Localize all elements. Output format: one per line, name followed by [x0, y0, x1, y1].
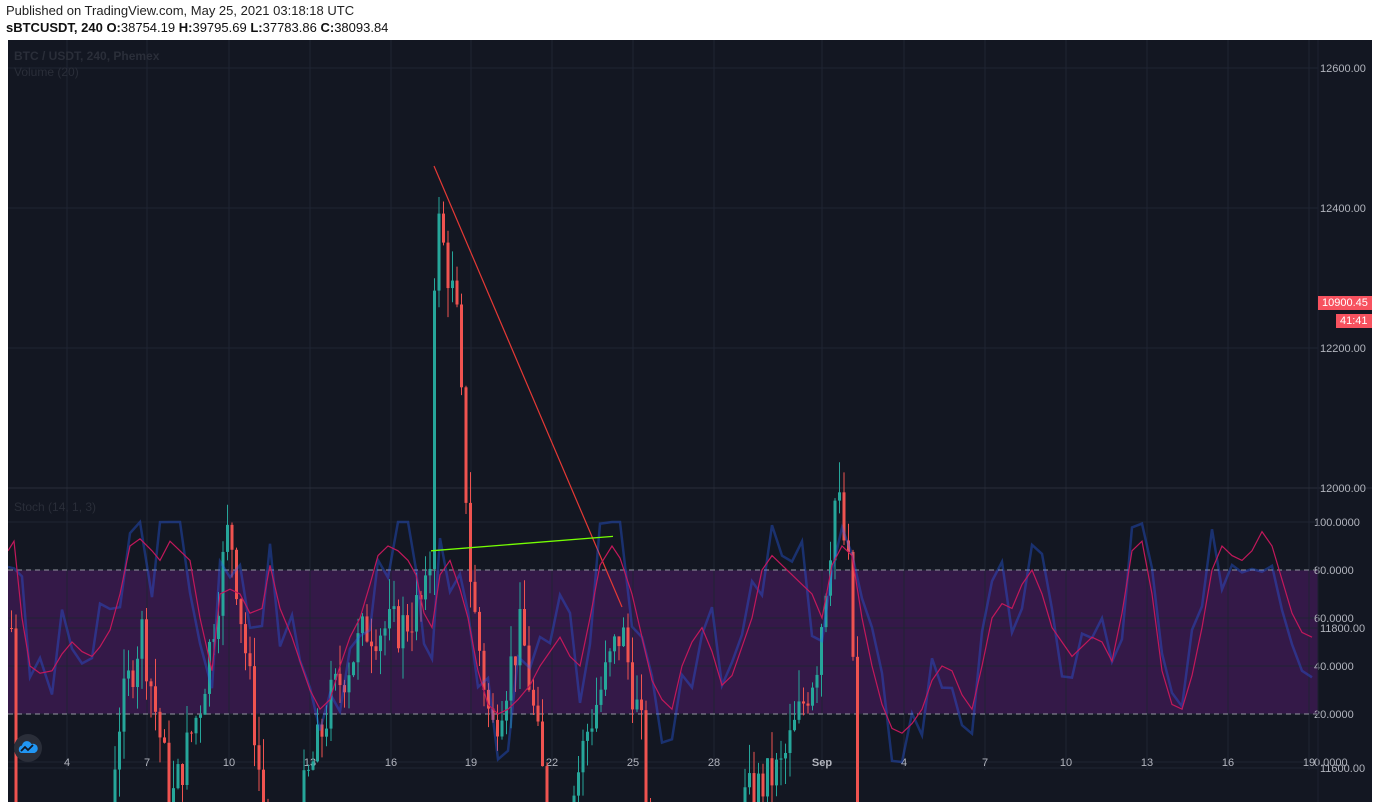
chart-svg[interactable]: 12600.00 12400.00 12200.00 12000.00 11800.00…: [8, 40, 1372, 802]
svg-text:100.0000: 100.0000: [1314, 517, 1360, 529]
svg-text:60.0000: 60.0000: [1314, 613, 1354, 625]
chart-canvas[interactable]: 12600.00 12400.00 12200.00 12000.00 11800.00…: [8, 40, 1372, 802]
svg-text:4: 4: [64, 757, 70, 769]
svg-text:22: 22: [546, 757, 558, 769]
svg-text:Sep: Sep: [812, 757, 832, 769]
cloud-chart-icon: [18, 741, 38, 753]
svg-text:40.0000: 40.0000: [1314, 661, 1354, 673]
svg-text:12200.00: 12200.00: [1320, 343, 1366, 355]
stoch-d-line: [8, 530, 1313, 734]
volume-legend: Volume (20): [14, 65, 79, 79]
svg-text:19: 19: [465, 757, 477, 769]
low-value: 37783.86: [262, 20, 317, 35]
svg-text:20.0000: 20.0000: [1314, 709, 1354, 721]
svg-text:11800.00: 11800.00: [1320, 623, 1365, 635]
symbol-label: sBTCUSDT, 240: [6, 20, 103, 35]
svg-text:19: 19: [1303, 757, 1315, 769]
open-value: 38754.19: [120, 20, 176, 35]
svg-text:80.0000: 80.0000: [1314, 565, 1354, 577]
ohlc-header: sBTCUSDT, 240 O:38754.19 H:39795.69 L:37…: [6, 20, 389, 35]
svg-text:10: 10: [223, 757, 235, 769]
svg-text:16: 16: [1222, 757, 1234, 769]
svg-text:12600.00: 12600.00: [1320, 63, 1366, 75]
stoch-divergence-line[interactable]: [430, 535, 614, 552]
svg-text:7: 7: [144, 757, 150, 769]
svg-text:4: 4: [901, 757, 907, 769]
svg-text:10: 10: [1060, 757, 1072, 769]
published-caption: Published on TradingView.com, May 25, 20…: [6, 3, 355, 18]
stoch-band: [8, 570, 1318, 714]
svg-text:0.0000: 0.0000: [1314, 757, 1348, 769]
svg-text:7: 7: [982, 757, 988, 769]
svg-text:11600.00: 11600.00: [1320, 763, 1365, 775]
main-pane-title: BTC / USDT, 240, Phemex: [14, 49, 160, 63]
tradingview-logo[interactable]: [14, 734, 42, 762]
svg-text:12400.00: 12400.00: [1320, 203, 1366, 215]
close-value: 38093.84: [334, 20, 389, 35]
svg-text:28: 28: [708, 757, 720, 769]
last-price-tag: 10900.45: [1318, 296, 1372, 310]
svg-text:16: 16: [385, 757, 397, 769]
divergence-trendline[interactable]: [433, 165, 623, 608]
stoch-pane-title: Stoch (14, 1, 3): [14, 500, 97, 514]
svg-text:13: 13: [1141, 757, 1153, 769]
svg-text:25: 25: [627, 757, 639, 769]
countdown-tag: 41:41: [1336, 314, 1372, 328]
svg-text:12000.00: 12000.00: [1320, 483, 1366, 495]
high-value: 39795.69: [192, 20, 247, 35]
